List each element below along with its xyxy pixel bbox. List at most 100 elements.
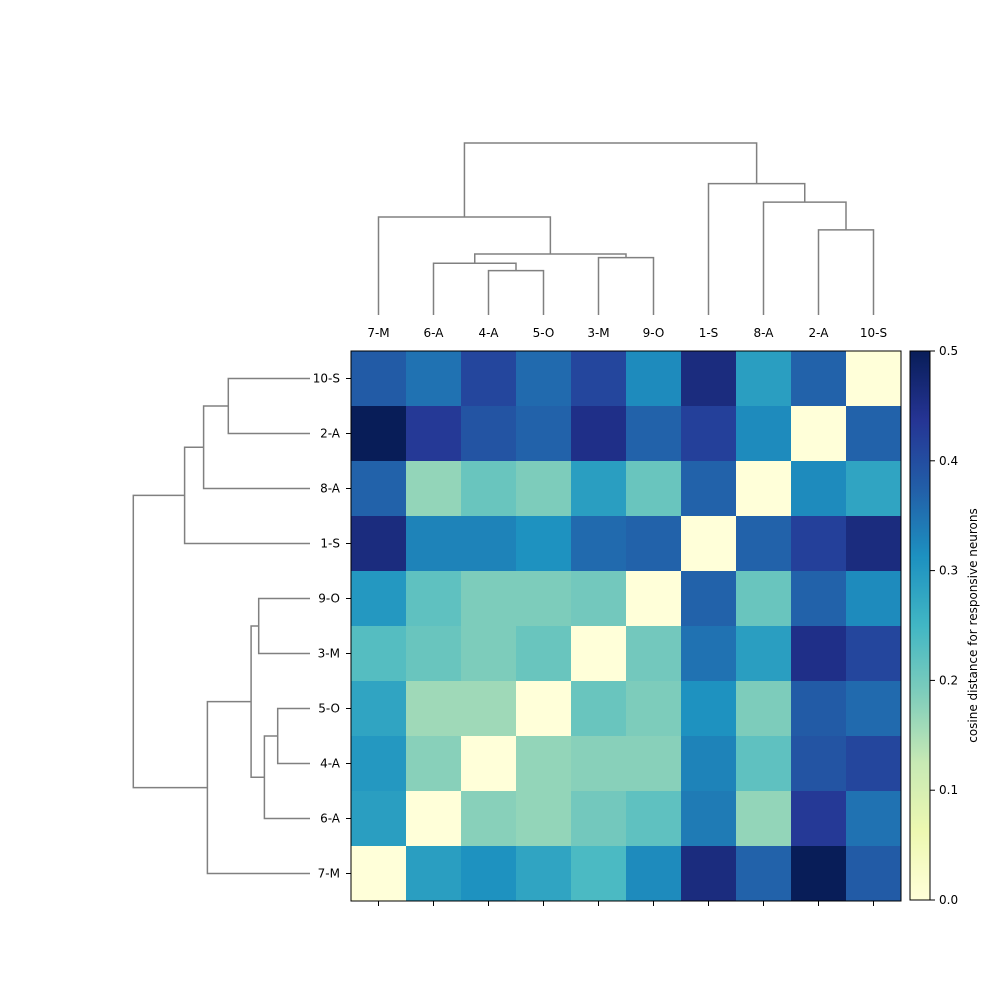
heatmap-cell [736, 351, 792, 407]
x-tick-labels: 7-M 6-A 4-A 5-O 3-M 9-O 1-S 8-A 2-A 10-S [367, 326, 887, 906]
dendrogram-link [707, 182, 806, 315]
column-dendrogram [377, 142, 875, 315]
heatmap-cell [461, 846, 517, 902]
colorbar-gradient [909, 350, 931, 901]
y-tick-label: 2-A [320, 427, 341, 441]
heatmap-cell [681, 846, 737, 902]
heatmap-cell [516, 406, 572, 462]
heatmap-cell [736, 461, 792, 517]
heatmap-cell [626, 846, 682, 902]
heatmap-cell [626, 406, 682, 462]
x-tick-label: 6-A [424, 326, 445, 340]
y-tick-label: 8-A [320, 482, 341, 496]
heatmap-cell [681, 351, 737, 407]
heatmap-cell [351, 681, 407, 737]
heatmap-cell [846, 736, 902, 792]
heatmap-cell [516, 516, 572, 572]
heatmap-cell [791, 406, 847, 462]
heatmap-cell [846, 626, 902, 682]
heatmap-cell [461, 791, 517, 847]
x-tick-label: 3-M [587, 326, 609, 340]
heatmap-cell [736, 736, 792, 792]
y-tick-label: 9-O [318, 592, 340, 606]
heatmap-cell [681, 516, 737, 572]
heatmap-cell [461, 736, 517, 792]
heatmap-cell [406, 681, 462, 737]
heatmap-cell [461, 681, 517, 737]
heatmap-cell [846, 461, 902, 517]
heatmap-frame [350, 350, 902, 902]
heatmap-cell [626, 571, 682, 627]
heatmap-cell [406, 626, 462, 682]
heatmap [350, 350, 902, 902]
dendrogram-link [250, 625, 265, 778]
heatmap-cell [626, 791, 682, 847]
heatmap-cell [681, 461, 737, 517]
heatmap-cell [516, 571, 572, 627]
heatmap-cell [571, 351, 627, 407]
heatmap-cell [681, 791, 737, 847]
dendrogram-link [474, 253, 627, 264]
heatmap-cell [406, 736, 462, 792]
heatmap-cell [351, 626, 407, 682]
heatmap-cell [351, 846, 407, 902]
x-tick-label: 4-A [479, 326, 500, 340]
dendrogram-link [377, 216, 552, 315]
heatmap-cell [681, 626, 737, 682]
heatmap-cell [846, 791, 902, 847]
heatmap-cell [626, 351, 682, 407]
heatmap-cell [571, 626, 627, 682]
heatmap-cell [791, 626, 847, 682]
heatmap-cell [516, 351, 572, 407]
heatmap-cell [626, 516, 682, 572]
heatmap-cell [406, 516, 462, 572]
y-tick-label: 3-M [318, 647, 340, 661]
heatmap-cell [461, 406, 517, 462]
heatmap-cell [406, 406, 462, 462]
heatmap-cell [791, 791, 847, 847]
heatmap-cell [571, 736, 627, 792]
heatmap-cell [516, 846, 572, 902]
x-tick-label: 10-S [860, 326, 887, 340]
dendrogram-link [132, 494, 208, 789]
heatmap-cell [461, 516, 517, 572]
dendrogram-link [257, 597, 310, 655]
heatmap-cell [791, 516, 847, 572]
y-tick-labels: 10-S 2-A 8-A 1-S 9-O 3-M 5-O 4-A 6-A 7-M [313, 372, 351, 881]
heatmap-cell [846, 846, 902, 902]
colorbar: 0.0 0.1 0.2 0.3 0.4 0.5 cosine distance for re… [909, 344, 980, 907]
heatmap-cell [736, 571, 792, 627]
heatmap-cell [351, 516, 407, 572]
heatmap-cell [406, 571, 462, 627]
heatmap-cell [461, 571, 517, 627]
heatmap-cell [351, 736, 407, 792]
heatmap-cell [516, 681, 572, 737]
x-tick-label: 5-O [533, 326, 555, 340]
heatmap-cell [681, 406, 737, 462]
y-tick-label: 4-A [320, 757, 341, 771]
x-tick-label: 1-S [699, 326, 719, 340]
heatmap-cell [571, 516, 627, 572]
heatmap-cell [846, 571, 902, 627]
heatmap-cell [516, 461, 572, 517]
heatmap-cell [791, 846, 847, 902]
heatmap-cell [681, 736, 737, 792]
dendrogram-link [276, 707, 310, 765]
heatmap-cell [736, 516, 792, 572]
heatmap-cell [626, 736, 682, 792]
dendrogram-link [817, 229, 875, 315]
heatmap-cell [791, 351, 847, 407]
heatmap-cell [791, 681, 847, 737]
heatmap-cell [351, 461, 407, 517]
colorbar-tick-label: 0.0 [939, 893, 958, 907]
heatmap-cell [571, 571, 627, 627]
heatmap-cell [406, 461, 462, 517]
x-tick-label: 8-A [754, 326, 775, 340]
x-tick-label: 2-A [809, 326, 830, 340]
heatmap-cell [406, 846, 462, 902]
heatmap-cell [406, 791, 462, 847]
heatmap-cell [791, 736, 847, 792]
heatmap-cell [571, 461, 627, 517]
heatmap-cell [736, 681, 792, 737]
